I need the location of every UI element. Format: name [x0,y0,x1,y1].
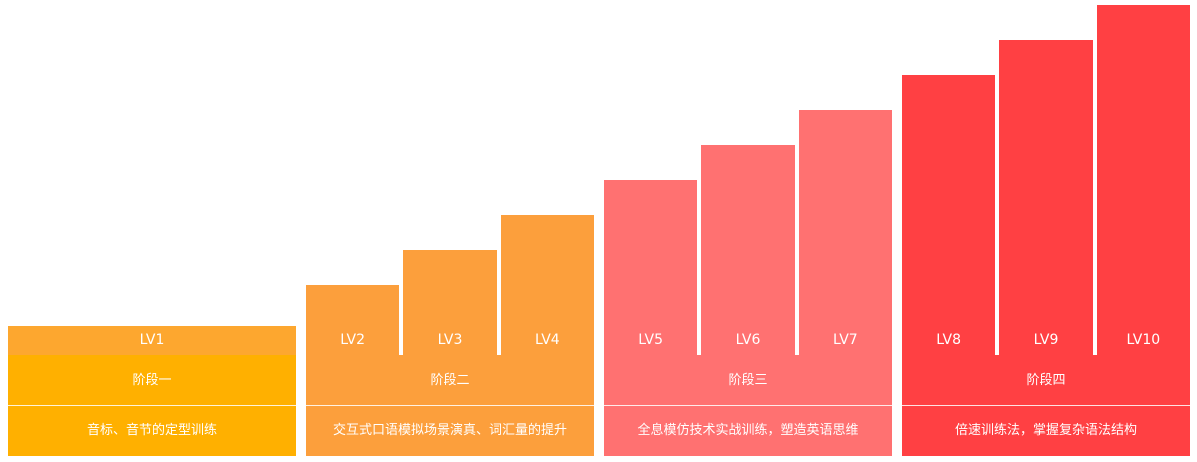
level-column-lv2: LV2 [306,285,400,355]
level-label: LV1 [8,326,296,355]
level-label: LV2 [306,326,399,355]
level-label: LV6 [701,326,794,355]
level-label-text: LV9 [1033,332,1059,348]
level-label: LV3 [403,326,496,355]
level-column-lv1: LV1 [8,326,296,355]
band-divider [902,405,1190,406]
level-column-lv7: LV7 [798,110,892,355]
level-column-lv3: LV3 [403,250,497,355]
stage-description: 交互式口语模拟场景演真、词汇量的提升 [306,406,594,456]
stage-label: 阶段二 [306,355,594,406]
stage-label: 阶段四 [902,355,1190,406]
stage-description: 全息模仿技术实战训练，塑造英语思维 [604,406,892,456]
level-label: LV4 [501,326,594,355]
level-label: LV10 [1097,326,1190,355]
level-label-text: LV1 [139,332,165,348]
stage-group-3: LV5 LV6 LV7 阶段三 全息模仿技术实战训练，塑造英语思维 [604,0,892,456]
level-column-lv10: LV10 [1096,5,1190,355]
level-label: LV5 [604,326,697,355]
band-divider [604,405,892,406]
stage-label: 阶段一 [8,355,296,406]
stage-description: 音标、音节的定型训练 [8,406,296,456]
level-label-text: LV4 [534,332,560,348]
stage-group-4: LV8 LV9 LV10 阶段四 倍速训练法，掌握复杂语法结构 [902,0,1190,456]
band-divider [8,405,296,406]
band-divider [306,405,594,406]
level-label-text: LV8 [936,332,962,348]
level-label-text: LV3 [437,332,463,348]
level-label: LV8 [902,326,995,355]
level-label-text: LV2 [340,332,366,348]
level-label-text: LV5 [638,332,664,348]
level-column-lv8: LV8 [902,75,996,355]
level-label-text: LV7 [832,332,858,348]
level-label: LV7 [799,326,892,355]
level-column-lv5: LV5 [604,180,698,355]
level-column-lv6: LV6 [701,145,795,355]
level-column-lv9: LV9 [999,40,1093,355]
stage-description: 倍速训练法，掌握复杂语法结构 [902,406,1190,456]
stage-group-2: LV2 LV3 LV4 阶段二 交互式口语模拟场景演真、词汇量的提升 [306,0,594,456]
stage-label: 阶段三 [604,355,892,406]
level-staircase-diagram: LV1 阶段一 音标、音节的定型训练 LV2 LV3 LV4 阶段二 交互式口语模拟场景演真、… [8,0,1190,456]
level-label: LV9 [999,326,1092,355]
level-label-text: LV6 [735,332,761,348]
stage-group-1: LV1 阶段一 音标、音节的定型训练 [8,0,296,456]
level-column-lv4: LV4 [500,215,594,355]
level-label-text: LV10 [1126,332,1161,348]
